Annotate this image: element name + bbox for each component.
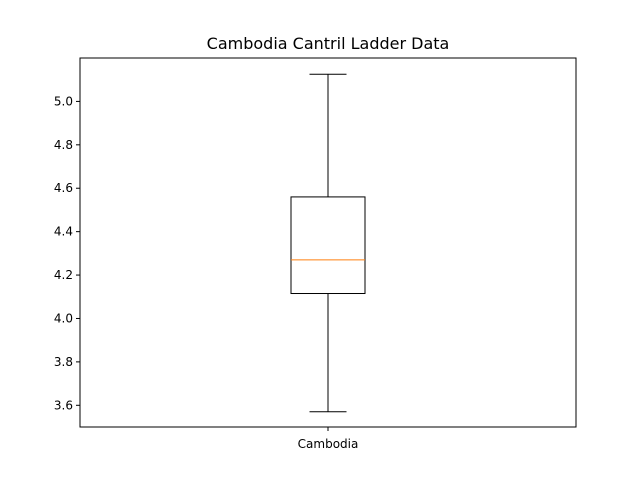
y-tick-label: 4.4 xyxy=(54,225,73,239)
y-tick-label: 4.2 xyxy=(54,268,73,282)
y-tick-label: 4.8 xyxy=(54,138,73,152)
y-axis: 3.6 3.8 4.0 4.2 4.4 4.6 4.8 5.0 xyxy=(54,94,80,412)
y-tick-label: 5.0 xyxy=(54,94,73,108)
y-tick-label: 4.6 xyxy=(54,181,73,195)
y-tick-label: 4.0 xyxy=(54,311,73,325)
chart-title: Cambodia Cantril Ladder Data xyxy=(207,34,450,53)
x-axis: Cambodia xyxy=(298,427,359,451)
x-tick-label: Cambodia xyxy=(298,437,359,451)
y-tick-label: 3.6 xyxy=(54,398,73,412)
interquartile-box xyxy=(290,196,366,295)
y-tick-label: 3.8 xyxy=(54,355,73,369)
box-series xyxy=(290,73,366,413)
